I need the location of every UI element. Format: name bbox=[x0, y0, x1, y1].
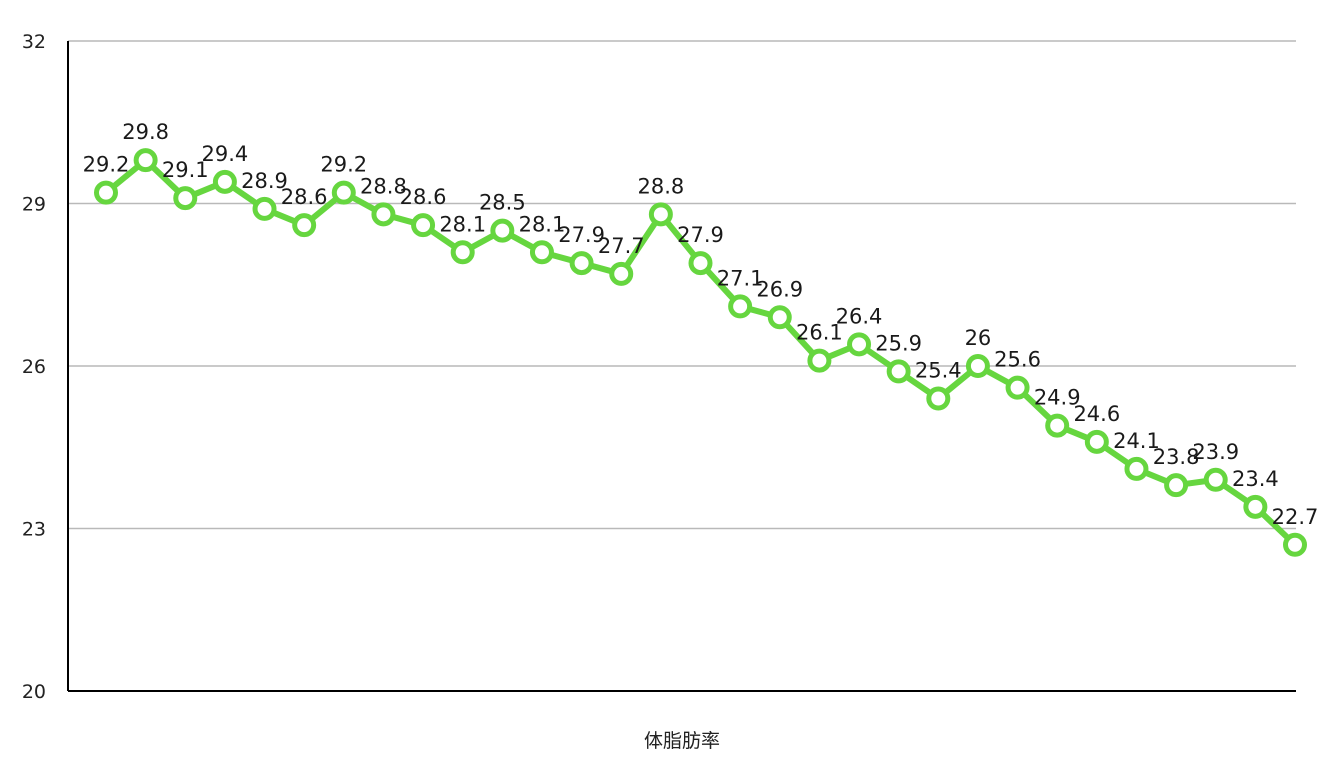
data-point bbox=[331, 180, 356, 205]
data-label: 28.6 bbox=[281, 185, 328, 209]
y-tick-label: 23 bbox=[22, 519, 46, 541]
data-point bbox=[292, 213, 317, 238]
data-point bbox=[411, 213, 436, 238]
data-label: 23.4 bbox=[1232, 467, 1279, 491]
data-label: 23.8 bbox=[1153, 445, 1200, 469]
data-point bbox=[609, 261, 634, 286]
data-point bbox=[212, 169, 237, 194]
data-label: 24.1 bbox=[1113, 429, 1160, 453]
data-label: 26.9 bbox=[756, 277, 803, 301]
data-label: 28.8 bbox=[360, 174, 407, 198]
data-label: 23.9 bbox=[1192, 440, 1239, 464]
data-label: 27.1 bbox=[717, 266, 764, 290]
data-point bbox=[94, 180, 118, 205]
data-point bbox=[688, 251, 713, 276]
axes bbox=[67, 41, 1296, 692]
x-axis-title: 体脂肪率 bbox=[644, 730, 720, 752]
data-point bbox=[1283, 532, 1307, 557]
data-point bbox=[648, 202, 673, 227]
data-label: 28.1 bbox=[439, 212, 486, 236]
data-point bbox=[133, 148, 158, 173]
data-point bbox=[847, 332, 872, 357]
data-point bbox=[807, 348, 832, 373]
data-label: 26.1 bbox=[796, 321, 843, 345]
data-point bbox=[529, 240, 554, 265]
data-point bbox=[450, 240, 475, 265]
data-point bbox=[886, 359, 911, 384]
data-point bbox=[1084, 429, 1109, 454]
data-point bbox=[1243, 494, 1268, 519]
data-label: 24.9 bbox=[1034, 386, 1081, 410]
data-point bbox=[173, 186, 198, 211]
data-points bbox=[94, 148, 1307, 557]
data-label: 28.9 bbox=[241, 169, 288, 193]
series-line bbox=[103, 157, 1298, 548]
data-label: 29.4 bbox=[202, 142, 249, 166]
data-point bbox=[1005, 375, 1030, 400]
data-label: 29.2 bbox=[83, 153, 130, 177]
data-label: 25.6 bbox=[994, 348, 1041, 372]
data-label: 25.9 bbox=[875, 331, 922, 355]
data-label: 29.8 bbox=[122, 120, 169, 144]
data-label: 29.2 bbox=[320, 153, 367, 177]
data-labels: 29.229.829.129.428.928.629.228.828.628.1… bbox=[83, 120, 1319, 529]
data-label: 27.9 bbox=[558, 223, 605, 247]
data-label: 26.4 bbox=[836, 304, 883, 328]
y-tick-label: 29 bbox=[22, 194, 46, 216]
series-line-layer bbox=[103, 157, 1298, 548]
data-label: 28.8 bbox=[637, 174, 684, 198]
data-label: 25.4 bbox=[915, 359, 962, 383]
data-point bbox=[728, 294, 753, 319]
data-label: 26 bbox=[965, 326, 992, 350]
data-label: 28.1 bbox=[519, 212, 566, 236]
data-point bbox=[1045, 413, 1070, 438]
data-point bbox=[965, 354, 990, 378]
data-point bbox=[252, 196, 277, 221]
data-point bbox=[1124, 456, 1149, 481]
y-tick-label: 20 bbox=[22, 681, 46, 703]
data-point bbox=[569, 251, 594, 276]
data-label: 29.1 bbox=[162, 158, 209, 182]
data-label: 22.7 bbox=[1272, 505, 1319, 529]
data-point bbox=[490, 218, 515, 243]
data-point bbox=[1164, 473, 1189, 498]
y-tick-label: 32 bbox=[22, 31, 46, 53]
data-point bbox=[1203, 467, 1228, 492]
data-point bbox=[371, 202, 396, 227]
y-tick-labels: 20 23 26 29 32 bbox=[22, 31, 46, 703]
data-label: 24.6 bbox=[1073, 402, 1120, 426]
data-point bbox=[926, 386, 951, 411]
data-point bbox=[767, 305, 792, 330]
data-label: 27.9 bbox=[677, 223, 724, 247]
data-label: 28.5 bbox=[479, 191, 526, 215]
data-label: 27.7 bbox=[598, 234, 645, 258]
data-label: 28.6 bbox=[400, 185, 447, 209]
y-tick-label: 26 bbox=[22, 356, 46, 378]
